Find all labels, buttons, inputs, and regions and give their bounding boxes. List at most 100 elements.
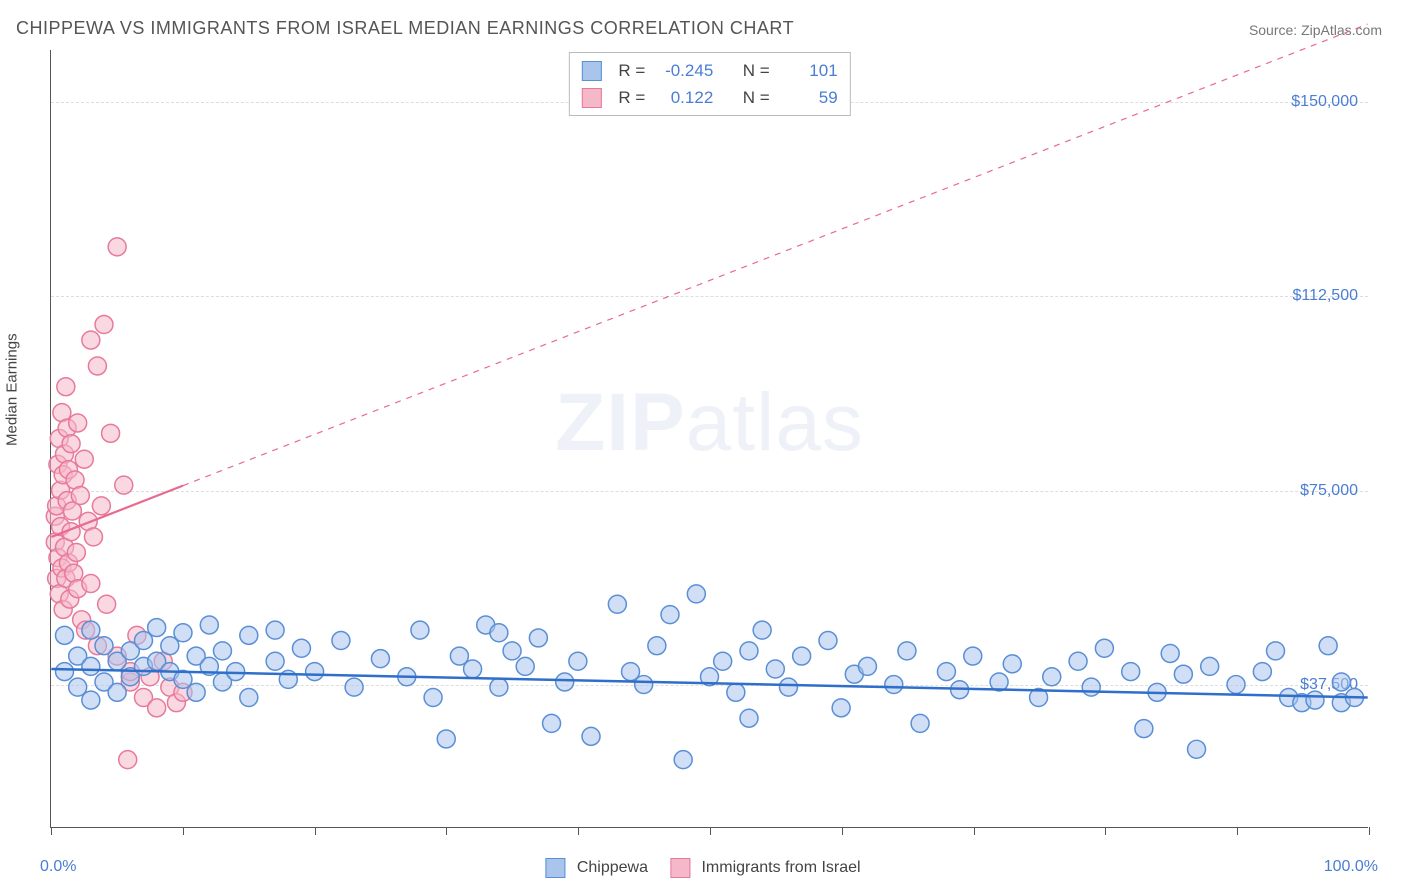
data-point <box>740 709 758 727</box>
data-point <box>95 316 113 334</box>
x-tick <box>842 827 843 835</box>
x-tick <box>315 827 316 835</box>
data-point <box>1122 663 1140 681</box>
source-attribution: Source: ZipAtlas.com <box>1249 22 1382 38</box>
x-tick <box>578 827 579 835</box>
data-point <box>516 657 534 675</box>
x-tick <box>710 827 711 835</box>
data-point <box>266 621 284 639</box>
data-point <box>187 683 205 701</box>
data-point <box>779 678 797 696</box>
data-point <box>490 678 508 696</box>
data-point <box>119 751 137 769</box>
data-point <box>292 639 310 657</box>
data-point <box>1227 676 1245 694</box>
n-value-series1: 101 <box>780 57 838 84</box>
data-point <box>148 699 166 717</box>
data-point <box>727 683 745 701</box>
data-point <box>740 642 758 660</box>
swatch-series1 <box>581 61 601 81</box>
bottom-legend: Chippewa Immigrants from Israel <box>545 858 860 878</box>
data-point <box>227 663 245 681</box>
data-point <box>898 642 916 660</box>
x-tick <box>183 827 184 835</box>
stats-row-series2: R = 0.122 N = 59 <box>581 84 837 111</box>
data-point <box>753 621 771 639</box>
data-point <box>885 676 903 694</box>
data-point <box>82 657 100 675</box>
data-point <box>858 657 876 675</box>
r-value-series2: 0.122 <box>655 84 713 111</box>
data-point <box>1069 652 1087 670</box>
data-point <box>95 637 113 655</box>
stats-row-series1: R = -0.245 N = 101 <box>581 57 837 84</box>
data-point <box>115 476 133 494</box>
y-axis-label: Median Earnings <box>4 333 21 446</box>
data-point <box>1306 691 1324 709</box>
data-point <box>69 414 87 432</box>
data-point <box>766 660 784 678</box>
data-point <box>306 663 324 681</box>
data-point <box>371 650 389 668</box>
data-point <box>345 678 363 696</box>
data-point <box>92 497 110 515</box>
legend-item-series1: Chippewa <box>545 858 648 878</box>
data-point <box>1174 665 1192 683</box>
data-point <box>437 730 455 748</box>
stats-legend-box: R = -0.245 N = 101 R = 0.122 N = 59 <box>568 52 850 116</box>
data-point <box>1332 673 1350 691</box>
data-point <box>108 683 126 701</box>
data-point <box>108 238 126 256</box>
data-point <box>793 647 811 665</box>
legend-item-series2: Immigrants from Israel <box>670 858 861 878</box>
x-tick <box>1369 827 1370 835</box>
data-point <box>56 663 74 681</box>
data-point <box>635 676 653 694</box>
data-point <box>424 689 442 707</box>
data-point <box>1082 678 1100 696</box>
data-point <box>1201 657 1219 675</box>
data-point <box>556 673 574 691</box>
data-point <box>648 637 666 655</box>
data-point <box>67 543 85 561</box>
data-point <box>240 626 258 644</box>
data-point <box>98 595 116 613</box>
data-point <box>674 751 692 769</box>
data-point <box>1043 668 1061 686</box>
data-point <box>62 435 80 453</box>
data-point <box>174 624 192 642</box>
data-point <box>1319 637 1337 655</box>
data-point <box>911 714 929 732</box>
n-value-series2: 59 <box>780 84 838 111</box>
swatch-series2 <box>581 88 601 108</box>
data-point <box>1095 639 1113 657</box>
swatch-series2-bottom <box>670 858 690 878</box>
x-axis-start-label: 0.0% <box>40 858 76 876</box>
data-point <box>75 450 93 468</box>
data-point <box>687 585 705 603</box>
data-point <box>582 727 600 745</box>
data-point <box>964 647 982 665</box>
data-point <box>1135 720 1153 738</box>
chart-title: CHIPPEWA VS IMMIGRANTS FROM ISRAEL MEDIA… <box>16 18 794 39</box>
data-point <box>529 629 547 647</box>
data-point <box>464 660 482 678</box>
data-point <box>200 616 218 634</box>
r-value-series1: -0.245 <box>655 57 713 84</box>
data-point <box>82 331 100 349</box>
data-point <box>57 378 75 396</box>
data-point <box>543 714 561 732</box>
data-point <box>608 595 626 613</box>
swatch-series1-bottom <box>545 858 565 878</box>
data-point <box>56 626 74 644</box>
data-point <box>490 624 508 642</box>
data-point <box>937 663 955 681</box>
data-point <box>102 424 120 442</box>
data-point <box>71 486 89 504</box>
data-point <box>714 652 732 670</box>
data-point <box>832 699 850 717</box>
data-point <box>82 691 100 709</box>
data-point <box>1188 740 1206 758</box>
data-point <box>569 652 587 670</box>
data-point <box>82 575 100 593</box>
